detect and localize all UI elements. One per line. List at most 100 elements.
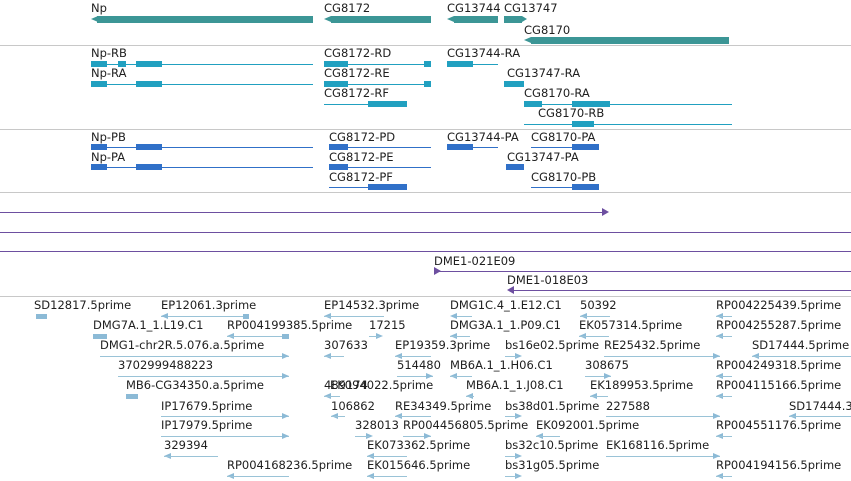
est-feature[interactable] xyxy=(161,436,289,437)
est-feature[interactable] xyxy=(403,436,431,437)
protein-np-pb[interactable] xyxy=(91,147,313,148)
est-label[interactable]: RP004115166.5prime xyxy=(716,378,842,392)
est-label[interactable]: RP004199385.5prime xyxy=(227,318,353,332)
est-label[interactable]: RE25432.5prime xyxy=(604,338,701,352)
protein-cg13747-pa[interactable] xyxy=(506,164,524,170)
protein-label-cg13747-pa[interactable]: CG13747-PA xyxy=(507,150,579,164)
gene-cg13747[interactable] xyxy=(504,16,522,23)
est-feature[interactable] xyxy=(606,456,720,457)
est-feature[interactable] xyxy=(324,316,384,317)
transcript-label-cg8172-re[interactable]: CG8172-RE xyxy=(324,66,390,80)
gene-label-np[interactable]: Np xyxy=(91,1,107,15)
est-feature[interactable] xyxy=(590,396,608,397)
scaffold-line[interactable] xyxy=(0,212,604,213)
est-label[interactable]: 3702999488223 xyxy=(118,358,214,372)
est-label[interactable]: 50392 xyxy=(580,298,617,312)
protein-label-cg8170-pb[interactable]: CG8170-PB xyxy=(531,170,597,184)
est-label[interactable]: EK168116.5prime xyxy=(606,438,710,452)
protein-label-cg8172-pf[interactable]: CG8172-PF xyxy=(329,170,393,184)
clone-label-dme1-018e03[interactable]: DME1-018E03 xyxy=(507,273,589,287)
est-feature[interactable] xyxy=(466,396,474,397)
est-feature[interactable] xyxy=(100,356,289,357)
est-label[interactable]: SD17444.5prime xyxy=(752,338,850,352)
est-feature[interactable] xyxy=(604,356,720,357)
transcript-cg8172-rd[interactable] xyxy=(324,64,431,65)
est-feature[interactable] xyxy=(324,396,340,397)
est-feature[interactable] xyxy=(227,336,287,337)
est-feature[interactable] xyxy=(126,394,138,399)
est-label[interactable]: MB6A.1_1.H06.C1 xyxy=(450,358,553,372)
est-label[interactable]: IP17979.5prime xyxy=(161,418,253,432)
est-feature[interactable] xyxy=(397,376,433,377)
est-label[interactable]: RP004551176.5prime xyxy=(716,418,842,432)
gene-label-cg8172[interactable]: CG8172 xyxy=(324,1,371,15)
est-label[interactable]: 17215 xyxy=(369,318,406,332)
est-label[interactable]: RP004194156.5prime xyxy=(716,458,842,472)
est-label[interactable]: 308675 xyxy=(585,358,629,372)
transcript-label-cg8172-rf[interactable]: CG8172-RF xyxy=(324,86,389,100)
transcript-label-np-ra[interactable]: Np-RA xyxy=(91,66,127,80)
est-feature[interactable] xyxy=(716,316,732,317)
est-label[interactable]: DMG7A.1_1.L19.C1 xyxy=(93,318,204,332)
est-label[interactable]: EK073362.5prime xyxy=(367,438,471,452)
protein-label-cg8172-pd[interactable]: CG8172-PD xyxy=(329,130,396,144)
est-feature[interactable] xyxy=(789,416,851,417)
gene-label-cg13747[interactable]: CG13747 xyxy=(504,1,558,15)
est-feature[interactable] xyxy=(505,476,517,477)
est-label[interactable]: EK092001.5prime xyxy=(536,418,640,432)
est-label[interactable]: RP004168236.5prime xyxy=(227,458,353,472)
transcript-label-cg13744-ra[interactable]: CG13744-RA xyxy=(447,46,521,60)
transcript-cg8172-rf[interactable] xyxy=(324,104,407,105)
est-label[interactable]: bs31g05.5prime xyxy=(505,458,600,472)
est-feature[interactable] xyxy=(505,456,517,457)
est-label[interactable]: DMG1-chr2R.5.076.a.5prime xyxy=(100,338,265,352)
est-feature[interactable] xyxy=(585,376,611,377)
est-feature[interactable] xyxy=(450,376,472,377)
protein-cg8170-pa[interactable] xyxy=(531,147,599,148)
gene-np[interactable] xyxy=(97,16,313,23)
est-label[interactable]: DMG3A.1_1.P09.C1 xyxy=(450,318,561,332)
est-feature[interactable] xyxy=(450,336,470,337)
est-label[interactable]: 307633 xyxy=(324,338,368,352)
est-label[interactable]: RE34349.5prime xyxy=(395,399,492,413)
est-feature[interactable] xyxy=(716,476,732,477)
est-label[interactable]: 514480 xyxy=(397,358,441,372)
est-feature[interactable] xyxy=(395,416,431,417)
transcript-cg8170-ra[interactable] xyxy=(524,104,732,105)
est-feature[interactable] xyxy=(579,336,609,337)
est-feature[interactable] xyxy=(324,356,344,357)
est-feature[interactable] xyxy=(367,456,407,457)
transcript-np-rb[interactable] xyxy=(91,64,313,65)
est-label[interactable]: 106862 xyxy=(331,399,375,413)
est-feature[interactable] xyxy=(505,416,517,417)
protein-label-np-pa[interactable]: Np-PA xyxy=(91,150,126,164)
est-label[interactable]: MB6A.1_1.J08.C1 xyxy=(466,378,564,392)
transcript-label-cg8170-ra[interactable]: CG8170-RA xyxy=(524,86,590,100)
protein-np-pa[interactable] xyxy=(91,167,313,168)
gene-label-cg13744[interactable]: CG13744 xyxy=(447,1,501,15)
protein-cg8172-pd[interactable] xyxy=(329,147,431,148)
est-feature[interactable] xyxy=(161,316,249,317)
est-feature[interactable] xyxy=(36,314,47,319)
protein-label-cg8172-pe[interactable]: CG8172-PE xyxy=(329,150,394,164)
est-label[interactable]: EK057314.5prime xyxy=(579,318,683,332)
est-feature[interactable] xyxy=(118,376,289,377)
transcript-cg8170-rb[interactable] xyxy=(524,124,732,125)
est-feature[interactable] xyxy=(716,376,732,377)
protein-label-cg8170-pa[interactable]: CG8170-PA xyxy=(531,130,596,144)
est-feature[interactable] xyxy=(355,436,369,437)
est-label[interactable]: EK094022.5prime xyxy=(330,378,434,392)
est-label[interactable]: 329394 xyxy=(164,438,208,452)
est-label[interactable]: RP004225439.5prime xyxy=(716,298,842,312)
est-label[interactable]: SD12817.5prime xyxy=(34,298,132,312)
est-label[interactable]: SD17444.3 xyxy=(789,399,851,413)
est-label[interactable]: EP19359.3prime xyxy=(395,338,491,352)
protein-label-np-pb[interactable]: Np-PB xyxy=(91,130,126,144)
est-feature[interactable] xyxy=(227,476,289,477)
transcript-label-cg8170-rb[interactable]: CG8170-RB xyxy=(538,106,605,120)
est-feature[interactable] xyxy=(505,356,517,357)
gene-cg13744[interactable] xyxy=(454,16,498,23)
est-label[interactable]: RP004249318.5prime xyxy=(716,358,842,372)
est-label[interactable]: EP14532.3prime xyxy=(324,298,420,312)
protein-label-cg13744-pa[interactable]: CG13744-PA xyxy=(447,130,519,144)
